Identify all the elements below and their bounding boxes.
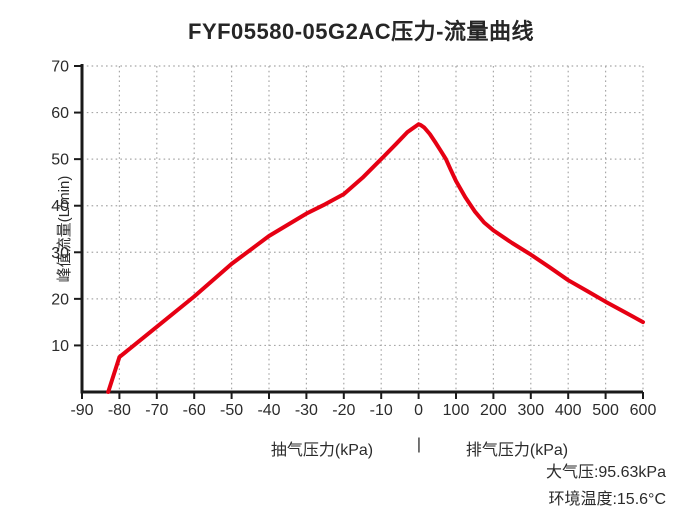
x-axis-label-suction: 抽气压力(kPa)	[270, 442, 374, 459]
x-tick-label: -60	[183, 402, 206, 419]
x-tick-label: -30	[295, 402, 318, 419]
y-tick-label: 20	[51, 291, 69, 308]
x-tick-label: -40	[257, 402, 280, 419]
x-tick-label: -10	[370, 402, 393, 419]
footer-notes: 大气压:95.63kPa 环境温度:15.6°C	[546, 459, 666, 513]
atmospheric-pressure-note: 大气压:95.63kPa	[545, 464, 666, 481]
ambient-temperature-note: 环境温度:15.6°C	[548, 491, 666, 508]
x-tick-label: 100	[443, 402, 470, 419]
y-tick-label: 70	[51, 59, 69, 76]
flow-curve	[106, 122, 645, 394]
x-tick-label: 600	[630, 402, 657, 419]
x-tick-label: -80	[108, 402, 131, 419]
y-tick-label: 50	[51, 152, 69, 169]
y-tick-label: 40	[51, 198, 69, 215]
x-tick-label: 500	[592, 402, 619, 419]
x-axis-label-separator: |	[416, 436, 422, 453]
x-axis-label-exhaust: 排气压力(kPa)	[465, 442, 569, 459]
x-tick-label: -70	[145, 402, 168, 419]
x-tick-label: 400	[555, 402, 582, 419]
x-tick-label: -90	[70, 402, 93, 419]
x-tick-label: -20	[332, 402, 355, 419]
x-tick-label: 0	[414, 402, 423, 419]
x-tick-label: 300	[517, 402, 544, 419]
y-tick-label: 10	[51, 338, 69, 355]
y-tick-label: 60	[51, 105, 69, 122]
y-tick-label: 30	[51, 245, 69, 262]
x-tick-label: 200	[480, 402, 507, 419]
chart-title: FYF05580-05G2AC压力-流量曲线	[188, 19, 534, 44]
x-tick-label: -50	[220, 402, 243, 419]
